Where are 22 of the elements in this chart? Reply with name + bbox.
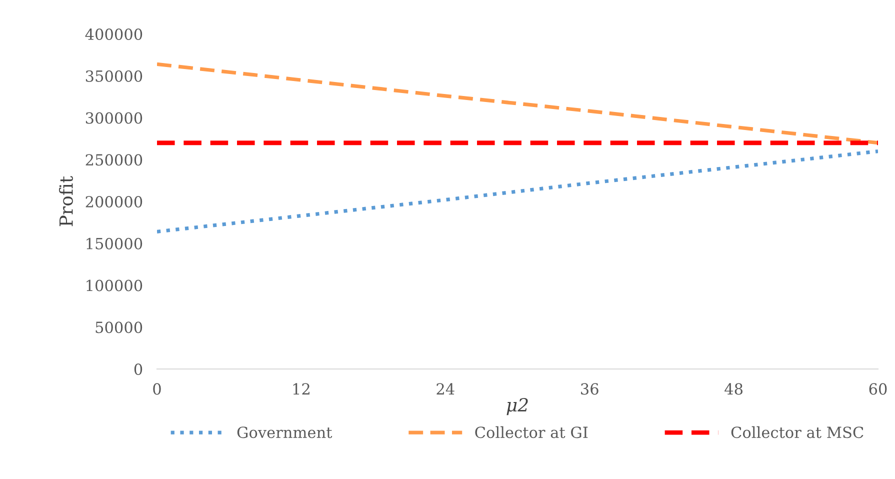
line-series	[157, 149, 878, 234]
y-tick-label: 300000	[86, 112, 142, 124]
legend-label: Collector at MSC	[731, 426, 864, 438]
y-tick-label: 250000	[86, 154, 142, 166]
line-series	[157, 62, 878, 145]
y-axis-title: Profit	[58, 176, 73, 226]
x-tick-label: 36	[581, 383, 598, 395]
x-axis-title: μ2	[506, 398, 528, 416]
y-tick-label: 400000	[85, 28, 142, 40]
y-tick-label: 200000	[86, 196, 142, 208]
x-tick-label: 48	[724, 383, 742, 395]
y-tick-label: 350000	[86, 70, 142, 82]
x-tick-label: 0	[153, 383, 161, 395]
y-tick-label: 100000	[86, 280, 142, 292]
x-tick-label: 24	[436, 383, 454, 394]
y-tick-label: 150000	[86, 238, 142, 250]
y-tick-label: 50000	[96, 322, 142, 334]
legend-label: Collector at GI	[475, 426, 588, 438]
x-tick-label: 12	[293, 383, 310, 394]
y-tick-label: 0	[134, 363, 142, 376]
legend-label: Government	[237, 426, 332, 438]
x-tick-label: 60	[869, 383, 887, 395]
